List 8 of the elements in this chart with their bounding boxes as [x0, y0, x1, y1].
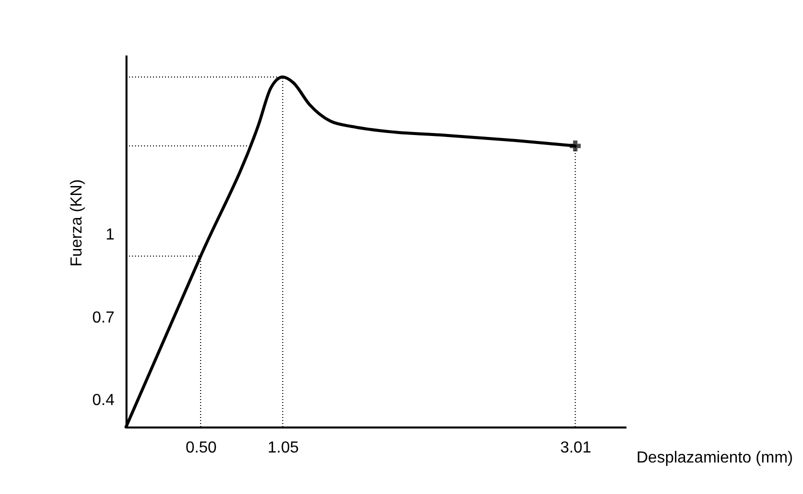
- y-tick-label: 0.7: [92, 309, 115, 326]
- y-tick-label: 0.4: [92, 392, 115, 409]
- x-tick-label: 1.05: [268, 440, 299, 456]
- x-axis-title: Desplazamiento (mm): [636, 450, 793, 466]
- x-tick-label: 3.01: [560, 440, 592, 456]
- x-tick-label: 0.50: [186, 440, 217, 456]
- y-axis-title: Fuerza (KN): [68, 179, 86, 266]
- y-tick-label: 1: [106, 226, 115, 244]
